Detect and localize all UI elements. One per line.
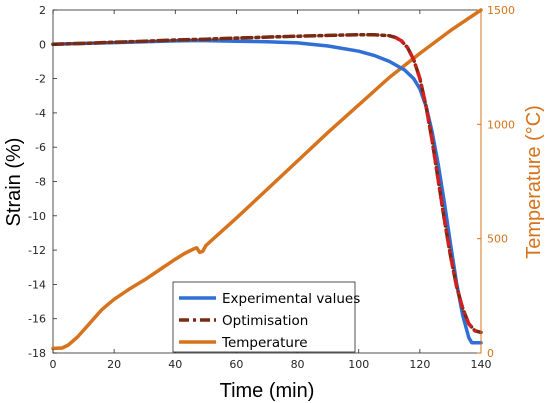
x-tick-label: 120 xyxy=(409,358,430,371)
left-tick-label: -6 xyxy=(35,141,46,154)
series-line-optimisation-accent xyxy=(394,35,482,335)
left-tick-label: -4 xyxy=(35,107,46,120)
left-tick-label: -16 xyxy=(28,313,46,326)
x-tick-label: 40 xyxy=(168,358,182,371)
series-line-temperature xyxy=(51,8,483,351)
left-tick-label: -10 xyxy=(28,210,46,223)
right-tick-label: 1500 xyxy=(487,4,515,17)
x-tick-label: 100 xyxy=(348,358,369,371)
left-tick-label: -2 xyxy=(35,73,46,86)
left-axis-ticks: 2 0 -2 -4 -6 -8 -10 -12 -14 -16 -18 xyxy=(28,4,57,360)
left-tick-label: 0 xyxy=(39,38,46,51)
series-layer xyxy=(51,8,483,351)
x-tick-label: 80 xyxy=(291,358,305,371)
left-tick-label: -14 xyxy=(28,278,46,291)
x-axis-label: Time (min) xyxy=(220,380,315,402)
legend-label-optimisation: Optimisation xyxy=(222,313,308,329)
x-tick-label: 60 xyxy=(229,358,243,371)
left-tick-label: -8 xyxy=(35,176,46,189)
right-tick-label: 500 xyxy=(487,233,508,246)
right-tick-label: 1000 xyxy=(487,118,515,131)
x-tick-label: 0 xyxy=(50,358,57,371)
x-tick-label: 140 xyxy=(471,358,492,371)
right-axis-ticks: 0 500 1000 1500 xyxy=(477,4,515,360)
legend-label-temperature: Temperature xyxy=(221,335,308,351)
plot-area: 0 20 40 60 80 100 120 140 20-2-4-6-8-10-12-14-1… xyxy=(28,4,515,371)
x-axis-ticks: 0 20 40 60 80 100 120 140 xyxy=(50,10,492,371)
left-tick-label: -18 xyxy=(28,347,46,360)
left-tick-label: -12 xyxy=(28,244,46,257)
left-tick-label: 2 xyxy=(39,4,46,17)
legend-label-experimental: Experimental values xyxy=(222,291,360,307)
legend: Experimental values Optimisation Tempera… xyxy=(172,281,360,353)
x-tick-label: 20 xyxy=(107,358,121,371)
right-axis-label: Temperature (°C) xyxy=(523,105,545,259)
left-axis-label: Strain (%) xyxy=(3,138,25,227)
right-tick-label: 0 xyxy=(487,347,494,360)
